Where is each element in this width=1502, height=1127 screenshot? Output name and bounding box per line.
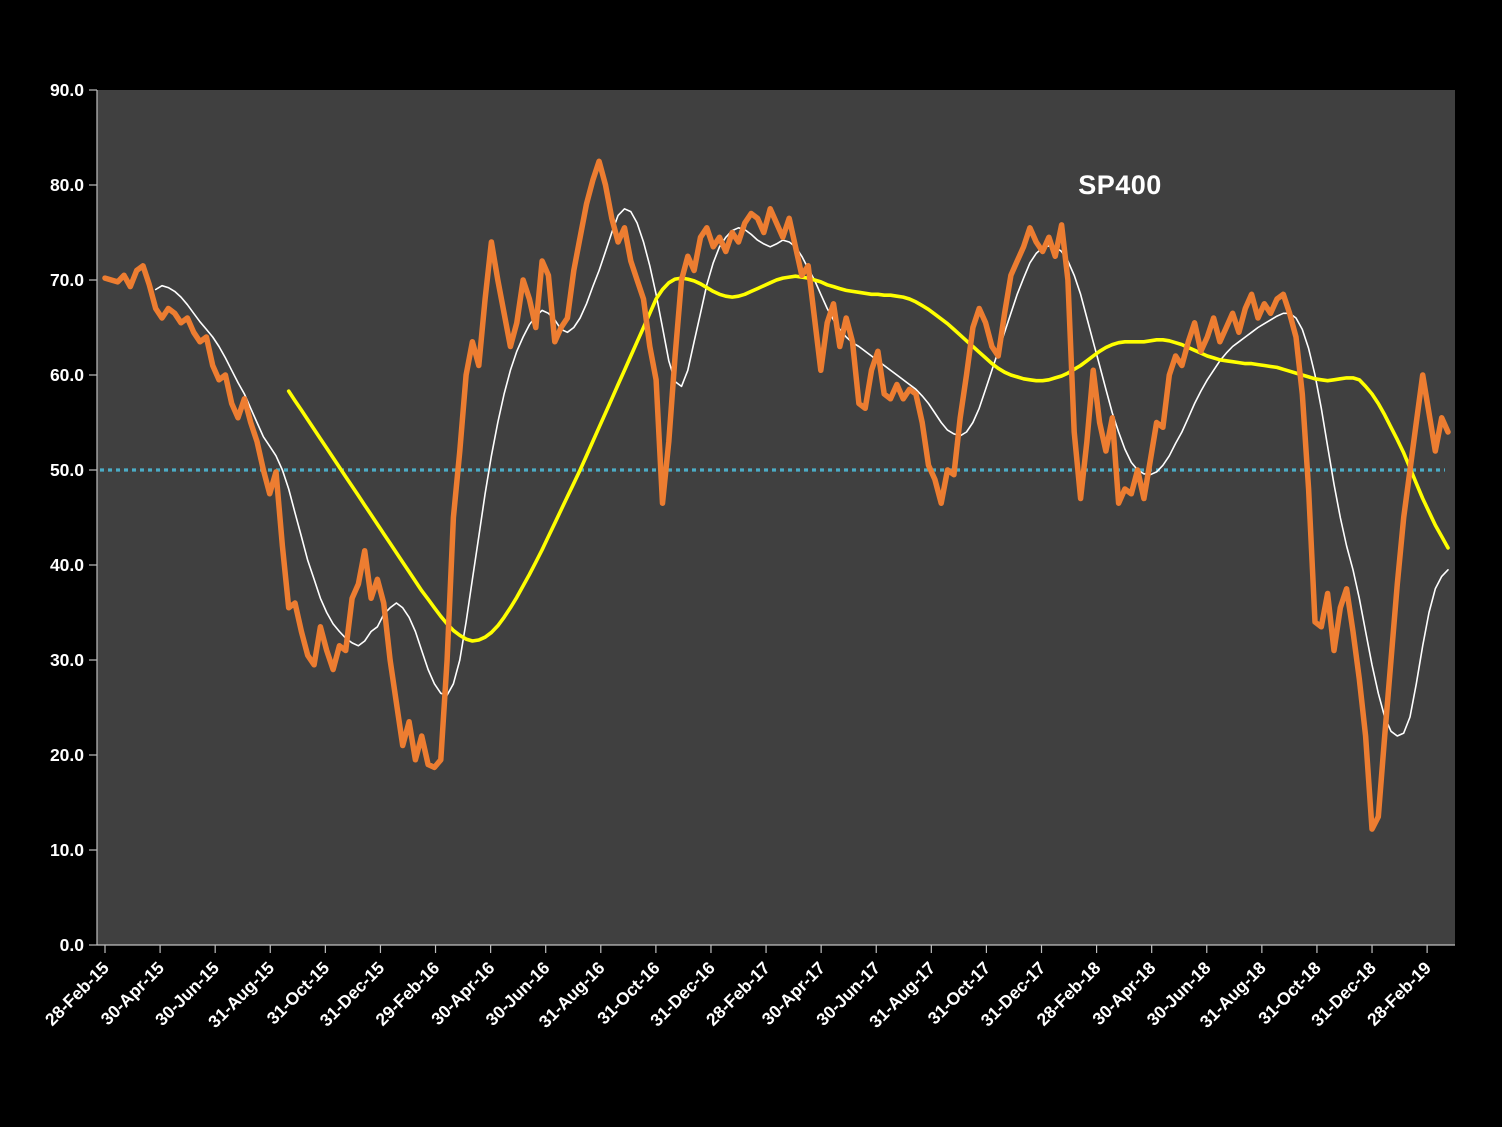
y-axis-tick-label: 10.0 [50, 840, 84, 860]
y-axis-tick-label: 50.0 [50, 460, 84, 480]
y-axis-tick-label: 90.0 [50, 80, 84, 100]
y-axis-tick-label: 60.0 [50, 365, 84, 385]
y-axis-tick-label: 70.0 [50, 270, 84, 290]
series-orange-oscillator-line [102, 158, 1451, 832]
series-label-sp400: SP400 [1078, 170, 1162, 200]
plot-area [97, 90, 1455, 945]
series-white-fast-average-line [154, 208, 1449, 737]
y-axis-tick-label: 40.0 [50, 555, 84, 575]
y-axis-tick-label: 0.0 [60, 935, 85, 955]
axes [89, 89, 1455, 953]
series-yellow-sp400-line [286, 274, 1450, 643]
y-axis-tick-label: 20.0 [50, 745, 84, 765]
series-lines [100, 158, 1451, 832]
y-axis-tick-label: 30.0 [50, 650, 84, 670]
y-axis-tick-label: 80.0 [50, 175, 84, 195]
